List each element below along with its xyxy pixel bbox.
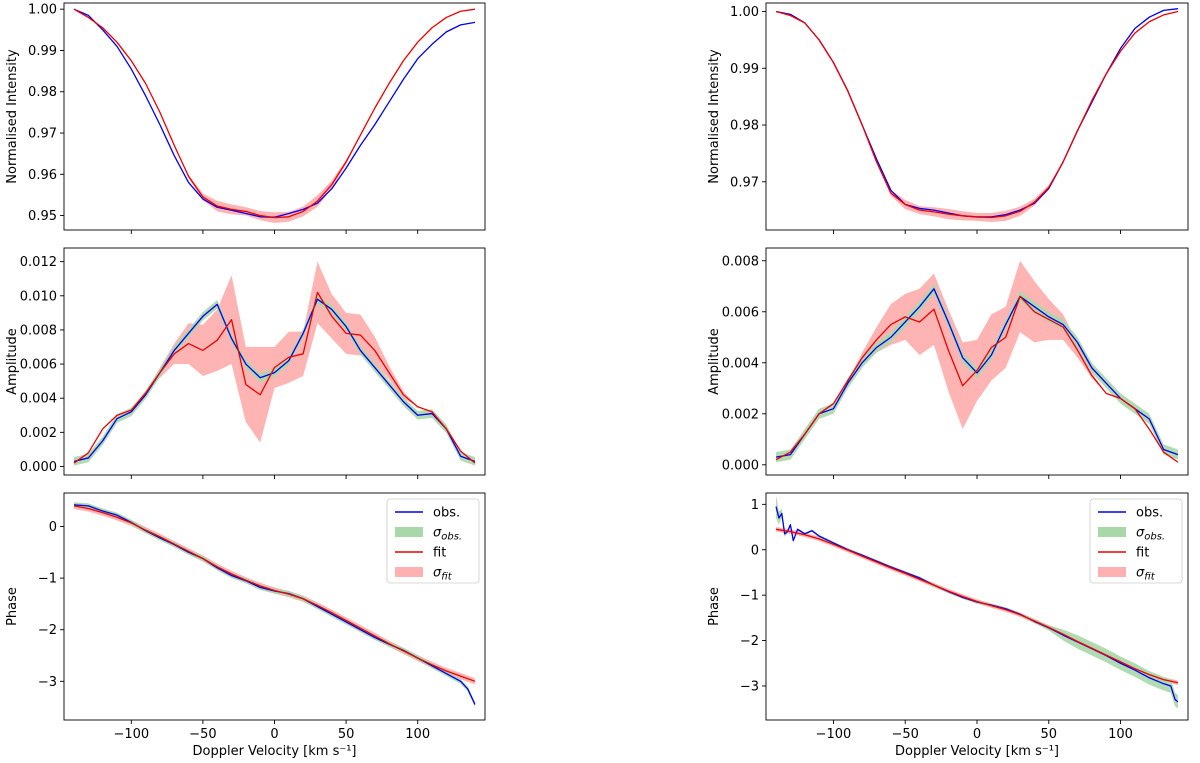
plot-area [73, 261, 476, 466]
obs-series-line [775, 8, 1179, 218]
axes-frame [765, 2, 1189, 231]
legend-sigma-obs-swatch [395, 527, 423, 537]
y-axis-label: Amplitude [5, 328, 20, 395]
x-tick-label: −100 [816, 727, 852, 742]
y-tick-label: 0.99 [730, 62, 759, 77]
y-tick-label: 0.97 [730, 175, 759, 190]
y-axis-label: Amplitude [707, 328, 722, 395]
fit-series-line [73, 8, 476, 219]
plot-area [775, 8, 1179, 223]
legend-sigma-obs-swatch [1098, 527, 1126, 537]
y-tick-label: 0.95 [28, 209, 57, 224]
x-tick-label: 100 [1108, 727, 1133, 742]
y-tick-label: 0.000 [722, 458, 759, 473]
y-tick-label: 0.010 [20, 289, 57, 304]
legend-box [1089, 498, 1183, 584]
y-tick-label: −1 [740, 589, 759, 604]
y-tick-label: 0.004 [722, 356, 759, 371]
x-tick-label: 50 [1040, 727, 1057, 742]
legend: obs. σobs. fit σfit [386, 498, 480, 584]
legend-sigma-fit-swatch [1098, 567, 1126, 577]
y-tick-label: 0.004 [20, 392, 57, 407]
legend-box [386, 498, 480, 584]
fit-series-line [775, 10, 1179, 219]
x-tick-label: −100 [113, 727, 149, 742]
obs-series-line [775, 288, 1179, 458]
legend-sigma-obs-label: σobs. [1136, 526, 1165, 543]
y-tick-label: 0.012 [20, 255, 57, 270]
axes-frame [63, 2, 486, 231]
panel-right-intensity: 0.97 0.98 0.99 1.00 Normalised Intensity [707, 2, 1189, 234]
x-tick-label: 50 [338, 727, 355, 742]
plot-area [775, 495, 1179, 709]
legend-obs-label: obs. [433, 506, 460, 521]
y-tick-label: 0.000 [20, 460, 57, 475]
legend-sigma-fit-label: σfit [433, 566, 453, 583]
y-tick-label: 0 [49, 520, 57, 535]
legend-sigma-fit-label: σfit [1136, 566, 1156, 583]
y-tick-label: 0.98 [28, 85, 57, 100]
legend-fit-label: fit [1136, 546, 1149, 561]
panel-right-phase: −3 −2 −1 0 1 −100 −50 0 50 100 Phase Doppler Veloci… [707, 492, 1189, 759]
fit-uncertainty-band [776, 11, 1178, 223]
y-tick-label: −3 [740, 679, 759, 694]
fit-series-line [73, 505, 476, 682]
legend: obs. σobs. fit σfit [1089, 498, 1183, 584]
plot-area [73, 8, 476, 223]
x-axis-label: Doppler Velocity [km s⁻¹] [193, 744, 357, 759]
legend-obs-label: obs. [1136, 506, 1163, 521]
panel-left-phase: −3 −2 −1 0 −100 −50 0 50 100 Phase Doppler Velocit… [5, 492, 486, 759]
y-tick-label: −3 [38, 675, 57, 690]
y-axis-label: Normalised Intensity [5, 49, 20, 184]
fit-series-line [775, 295, 1179, 463]
fit-uncertainty-band [776, 260, 1178, 463]
legend-sigma-obs-label: σobs. [433, 526, 462, 543]
y-tick-label: 1 [751, 498, 759, 513]
y-axis-label: Phase [707, 587, 722, 626]
fit-series-line [775, 528, 1179, 684]
y-tick-label: 0.008 [722, 254, 759, 269]
y-axis-label: Normalised Intensity [707, 49, 722, 184]
panel-left-intensity: 0.95 0.96 0.97 0.98 0.99 1.00 Normalised Inten… [5, 2, 486, 234]
y-tick-label: 0.002 [20, 426, 57, 441]
y-tick-label: 0.97 [28, 127, 57, 142]
y-tick-label: −2 [740, 634, 759, 649]
y-tick-label: 0.006 [722, 305, 759, 320]
plot-area [775, 260, 1179, 463]
y-tick-label: 0.008 [20, 323, 57, 338]
y-tick-label: 1.00 [28, 3, 57, 18]
y-tick-label: 0 [751, 543, 759, 558]
y-tick-label: 0.006 [20, 358, 57, 373]
y-tick-label: 0.96 [28, 168, 57, 183]
obs-series-line [73, 298, 476, 462]
y-axis-label: Phase [5, 587, 20, 626]
x-tick-label: 0 [270, 727, 278, 742]
x-tick-label: −50 [892, 727, 919, 742]
obs-series-line [73, 8, 476, 218]
fit-uncertainty-band [74, 261, 475, 464]
y-tick-label: 1.00 [730, 5, 759, 20]
x-axis-label: Doppler Velocity [km s⁻¹] [895, 744, 1059, 759]
panel-left-amplitude: 0.000 0.002 0.004 0.006 0.008 0.010 0.012 Ampli… [5, 247, 486, 479]
x-tick-label: 100 [405, 727, 430, 742]
x-tick-label: −50 [189, 727, 216, 742]
x-tick-label: 0 [973, 727, 981, 742]
panel-right-amplitude: 0.000 0.002 0.004 0.006 0.008 Amplitude [707, 247, 1189, 479]
y-tick-label: −2 [38, 623, 57, 638]
y-tick-label: 0.002 [722, 407, 759, 422]
plot-area [73, 502, 476, 708]
y-tick-label: 0.98 [730, 119, 759, 134]
y-tick-label: 0.99 [28, 44, 57, 59]
fit-uncertainty-band [74, 9, 475, 223]
legend-sigma-fit-swatch [395, 567, 423, 577]
fit-series-line [73, 291, 476, 464]
y-tick-label: −1 [38, 572, 57, 587]
legend-fit-label: fit [433, 546, 446, 561]
